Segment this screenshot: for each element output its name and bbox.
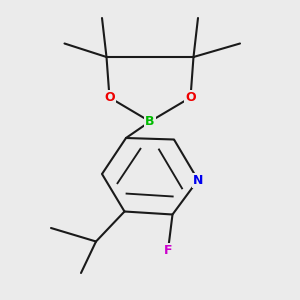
Text: O: O <box>104 91 115 104</box>
Text: O: O <box>185 91 196 104</box>
Text: N: N <box>193 173 203 187</box>
Text: B: B <box>145 115 155 128</box>
Text: F: F <box>164 244 172 257</box>
